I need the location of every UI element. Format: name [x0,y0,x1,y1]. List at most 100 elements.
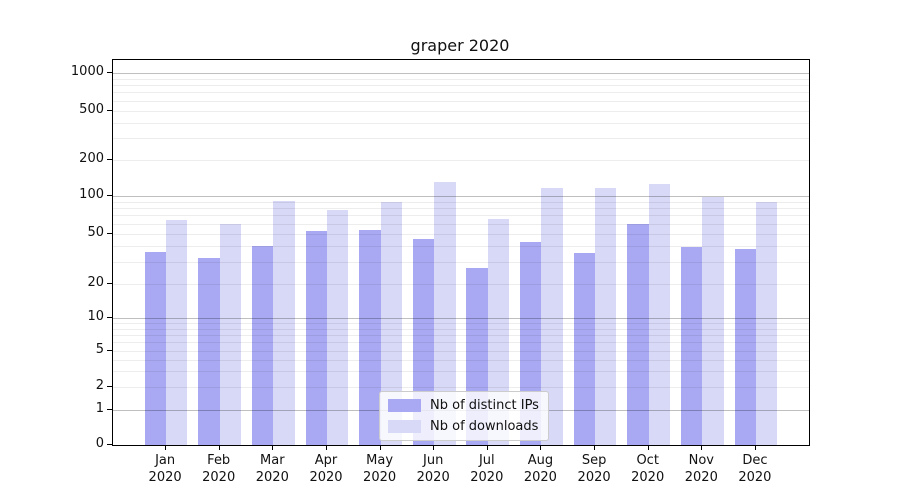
gridline-minor [113,208,809,210]
y-tick-label: 50 [87,224,104,240]
x-tick-label: Jan 2020 [148,453,182,485]
gridline-minor [113,122,809,124]
y-tick-label: 5 [95,342,104,357]
bar-downloads [595,187,617,445]
bar-downloads [327,210,349,445]
legend-entry-downloads: Nb of downloads [388,419,540,434]
legend-swatch-distinct-ips [388,399,421,412]
bar-downloads [219,223,242,445]
y-tick-mark [107,283,112,284]
x-tick-label: Jun 2020 [416,453,450,485]
gridline-minor [113,85,809,86]
gridline-minor [113,100,809,102]
x-tick-mark [218,445,220,450]
gridline-minor [113,370,809,372]
gridline-minor [113,159,809,161]
gridline-minor [113,111,809,112]
y-tick-label: 500 [79,102,104,117]
x-tick-label: Nov 2020 [684,453,718,485]
y-tick-label: 1 [95,400,104,416]
x-tick-label: May 2020 [363,453,397,485]
x-tick-mark [701,445,703,450]
gridline-minor [113,323,809,324]
gridline-minor [113,215,809,217]
gridline-minor [113,359,809,361]
y-tick-mark [107,71,112,73]
bar-downloads [166,220,188,445]
gridline-minor [113,233,809,235]
bar-downloads [273,201,295,445]
x-tick-label: Feb 2020 [202,453,236,485]
y-tick-mark [107,158,112,160]
gridline-minor [113,335,809,336]
gridline-minor [113,138,809,139]
gridline-major [113,196,809,197]
x-tick-mark [647,445,649,450]
plot-area: Nb of distinct IPs Nb of downloads [112,59,810,446]
bar-downloads [755,201,778,445]
bar-distinct-ips [680,247,703,445]
x-tick-label: Aug 2020 [523,453,557,485]
y-tick-label: 100 [79,187,104,202]
gridline-major [113,72,809,74]
bar-distinct-ips [305,231,327,445]
bar-downloads [380,201,402,445]
bar-distinct-ips [144,251,167,445]
bar-downloads [702,196,724,445]
gridline-minor [113,92,809,94]
x-tick-mark [486,445,488,450]
x-tick-mark [379,445,381,450]
y-tick-mark [107,110,112,111]
bar-downloads [541,188,563,445]
bar-distinct-ips [573,253,596,445]
y-tick-mark [107,195,112,196]
y-tick-label: 0 [95,435,104,451]
y-tick-label: 200 [79,150,104,166]
bar-downloads [648,184,671,445]
x-tick-mark [272,445,274,450]
y-tick-label: 1000 [70,63,104,79]
legend-label-distinct-ips: Nb of distinct IPs [430,398,539,413]
gridline-minor [113,328,809,330]
gridline-minor [113,201,809,203]
x-tick-mark [326,445,327,450]
y-tick-label: 2 [95,377,104,393]
gridline-minor [113,342,809,344]
legend: Nb of distinct IPs Nb of downloads [379,391,549,441]
y-tick-mark [107,385,112,387]
gridline-minor [113,351,809,352]
x-tick-label: Dec 2020 [738,453,772,485]
x-tick-label: Mar 2020 [255,453,289,485]
x-tick-label: Sep 2020 [577,453,611,485]
chart-title: graper 2020 [410,36,510,55]
gridline-minor [113,386,809,388]
y-tick-mark [107,317,112,318]
gridline-major [113,318,809,319]
y-tick-label: 10 [87,309,104,324]
gridline-minor [113,261,809,263]
bar-downloads [487,218,510,445]
bar-distinct-ips [734,248,756,445]
y-tick-mark [107,350,112,351]
y-tick-mark [107,232,112,234]
x-tick-mark [165,445,167,450]
x-tick-mark [540,445,542,450]
legend-label-downloads: Nb of downloads [430,419,539,434]
y-tick-mark [107,443,112,445]
legend-entry-distinct-ips: Nb of distinct IPs [388,398,540,413]
y-tick-mark [107,408,112,410]
x-tick-mark [594,445,596,450]
gridline-minor [113,245,809,247]
grid-layer [113,60,809,445]
x-tick-label: Jul 2020 [470,453,504,485]
bar-downloads [434,182,456,445]
x-tick-label: Apr 2020 [309,453,343,485]
gridline-minor [113,284,809,285]
x-tick-mark [754,445,756,450]
legend-swatch-downloads [388,420,421,433]
gridline-minor [113,223,809,225]
gridline-minor [113,78,809,80]
x-tick-label: Oct 2020 [631,453,665,485]
bar-distinct-ips [359,230,381,445]
